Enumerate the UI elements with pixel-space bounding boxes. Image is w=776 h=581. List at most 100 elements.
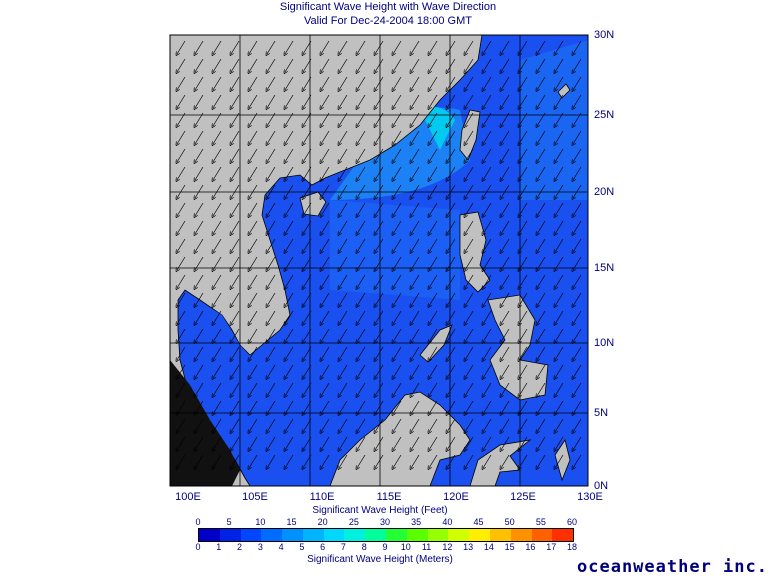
lon-label: 115E	[376, 491, 402, 503]
wave-arrow	[393, 238, 402, 252]
wave-arrow	[249, 310, 258, 324]
wave-arrow	[213, 274, 222, 288]
wave-arrow	[213, 310, 222, 324]
meter-tick: 18	[566, 542, 577, 552]
wave-arrow	[555, 256, 564, 270]
wave-arrow	[483, 454, 492, 468]
wave-arrow	[555, 76, 564, 90]
wave-arrow	[339, 274, 348, 288]
wave-arrow	[177, 454, 186, 468]
wave-arrow	[393, 436, 402, 450]
wave-arrow	[267, 202, 276, 216]
wave-arrow	[195, 328, 204, 342]
wave-arrow	[249, 274, 258, 288]
wave-arrow	[555, 310, 564, 324]
wave-arrow	[501, 40, 510, 54]
wave-arrow	[501, 148, 510, 162]
wave-arrow	[519, 76, 528, 90]
wave-arrow	[393, 346, 402, 360]
wave-arrow	[231, 256, 240, 270]
wave-arrow	[429, 130, 438, 144]
wave-arrow	[177, 166, 186, 180]
wave-arrow	[177, 400, 186, 414]
wave-arrow	[375, 40, 384, 54]
wave-arrow	[411, 58, 420, 72]
wave-arrow	[483, 40, 492, 54]
wave-arrow	[213, 256, 222, 270]
wave-arrow	[231, 454, 240, 468]
wave-arrow	[321, 364, 330, 378]
wave-arrow	[537, 328, 546, 342]
wave-arrow	[195, 436, 204, 450]
wave-arrow	[285, 418, 294, 432]
wave-arrow	[555, 184, 564, 198]
wave-arrow	[303, 220, 312, 234]
wave-arrow	[429, 292, 438, 306]
wave-arrow	[357, 238, 366, 252]
wave-arrow	[177, 256, 186, 270]
wave-arrow	[177, 292, 186, 306]
wave-arrow	[393, 166, 402, 180]
wave-arrow	[195, 58, 204, 72]
wave-arrow	[321, 454, 330, 468]
wave-arrow	[285, 148, 294, 162]
wave-arrow	[249, 400, 258, 414]
wave-arrow	[339, 418, 348, 432]
wave-arrow	[501, 364, 510, 378]
wave-arrow	[357, 256, 366, 270]
wave-arrow	[375, 94, 384, 108]
wave-arrow	[519, 238, 528, 252]
wave-arrow	[303, 310, 312, 324]
wave-arrow	[285, 238, 294, 252]
wave-arrow	[321, 76, 330, 90]
wave-arrow	[375, 328, 384, 342]
wave-arrow	[573, 346, 582, 360]
wave-arrow	[177, 202, 186, 216]
wave-arrow	[537, 238, 546, 252]
wave-arrow	[231, 76, 240, 90]
wave-arrow	[573, 40, 582, 54]
wave-arrow	[465, 58, 474, 72]
wave-arrow	[519, 454, 528, 468]
wave-arrow	[195, 112, 204, 126]
wave-arrow	[303, 184, 312, 198]
wave-arrow	[231, 274, 240, 288]
wave-arrow	[393, 58, 402, 72]
wave-arrow	[249, 418, 258, 432]
meter-tick: 5	[299, 542, 305, 552]
color-scale-swatch	[427, 529, 449, 541]
wave-arrow	[537, 40, 546, 54]
wave-arrow	[429, 202, 438, 216]
wave-arrow	[501, 328, 510, 342]
wave-arrow	[393, 400, 402, 414]
wave-arrow	[195, 202, 204, 216]
wave-arrow	[357, 202, 366, 216]
wave-arrow	[231, 400, 240, 414]
wave-arrow	[249, 202, 258, 216]
wave-arrow	[285, 310, 294, 324]
wave-arrow	[213, 454, 222, 468]
wave-arrow	[321, 256, 330, 270]
wave-arrow	[357, 292, 366, 306]
wave-arrow	[555, 292, 564, 306]
wave-arrow	[375, 310, 384, 324]
wave-arrow	[321, 346, 330, 360]
wave-arrow	[303, 364, 312, 378]
wave-arrow	[411, 310, 420, 324]
wave-arrow	[195, 274, 204, 288]
wave-arrow	[465, 220, 474, 234]
wave-arrow	[177, 364, 186, 378]
wave-arrow	[303, 454, 312, 468]
wave-arrow	[573, 400, 582, 414]
wave-arrow	[573, 76, 582, 90]
wave-arrow	[177, 58, 186, 72]
wave-arrow	[357, 382, 366, 396]
wave-arrow	[555, 364, 564, 378]
feet-tick: 55	[535, 517, 546, 527]
wave-arrow	[555, 400, 564, 414]
wave-arrow	[321, 202, 330, 216]
wave-arrow	[465, 202, 474, 216]
sumatra	[170, 360, 240, 486]
wave-arrow	[177, 220, 186, 234]
wave-arrow	[573, 436, 582, 450]
